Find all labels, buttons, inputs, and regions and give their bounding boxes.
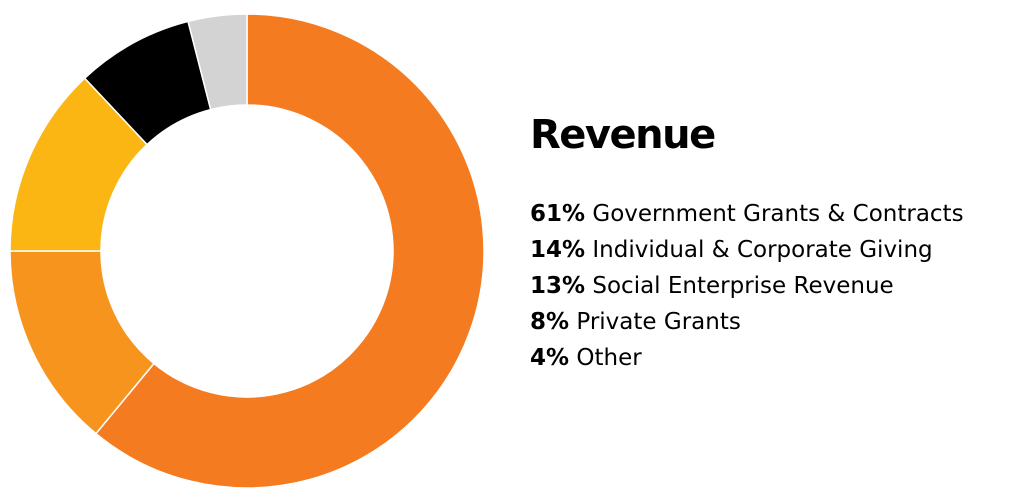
- donut-slice-4: [187, 13, 248, 111]
- chart-title: Revenue: [530, 112, 716, 158]
- legend-percent: 61%: [530, 201, 586, 227]
- legend-item: 14% Individual & Corporate Giving: [530, 232, 964, 268]
- legend-label: Other: [576, 345, 642, 371]
- legend-label: Individual & Corporate Giving: [592, 237, 933, 263]
- legend-percent: 13%: [530, 273, 586, 299]
- legend-item: 13% Social Enterprise Revenue: [530, 268, 964, 304]
- legend-item: 8% Private Grants: [530, 304, 964, 340]
- legend-label: Private Grants: [576, 309, 741, 335]
- chart-legend: 61% Government Grants & Contracts 14% Ind…: [530, 196, 964, 376]
- legend-percent: 14%: [530, 237, 586, 263]
- legend-percent: 8%: [530, 309, 570, 335]
- donut-slice-0: [94, 13, 485, 489]
- legend-item: 4% Other: [530, 340, 964, 376]
- revenue-donut-chart: [9, 13, 485, 489]
- legend-label: Social Enterprise Revenue: [592, 273, 894, 299]
- legend-label: Government Grants & Contracts: [592, 201, 964, 227]
- legend-item: 61% Government Grants & Contracts: [530, 196, 964, 232]
- legend-percent: 4%: [530, 345, 570, 371]
